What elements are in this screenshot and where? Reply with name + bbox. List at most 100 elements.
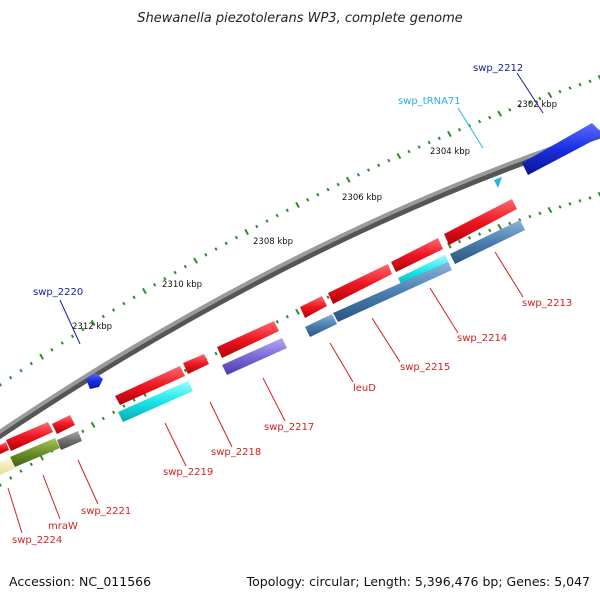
gene-label-swp-2219[interactable]: swp_2219 bbox=[163, 467, 213, 478]
outer-scale-tick bbox=[407, 149, 411, 154]
outer-scale-tick bbox=[306, 198, 310, 202]
inner-scale-tick bbox=[326, 295, 330, 299]
gene-label-swp-2213[interactable]: swp_2213 bbox=[522, 298, 572, 309]
outer-scale-tick bbox=[285, 208, 289, 213]
outer-scale-tick bbox=[70, 334, 75, 339]
genome-summary-text: Topology: circular; Length: 5,396,476 bp… bbox=[246, 574, 590, 589]
outer-scale-tick bbox=[234, 235, 239, 240]
outer-scale-tick bbox=[387, 158, 391, 163]
inner-scale-tick bbox=[538, 211, 542, 216]
feature-mraw-track[interactable] bbox=[10, 438, 60, 467]
outer-scale-tick bbox=[132, 295, 136, 300]
feature-swp-2214-fwd[interactable] bbox=[391, 238, 443, 272]
gene-label-swp-trna71[interactable]: swp_tRNA71 bbox=[398, 96, 461, 107]
feature-swp-2212[interactable] bbox=[522, 123, 600, 175]
outer-scale-tick bbox=[377, 163, 381, 168]
feature-swp-trna71[interactable] bbox=[494, 177, 502, 188]
feature-swp-2221-track[interactable] bbox=[57, 431, 82, 450]
outer-scale-tick bbox=[427, 140, 431, 145]
outer-scale-tick bbox=[163, 276, 167, 281]
gene-label-swp-2217[interactable]: swp_2217 bbox=[264, 422, 314, 433]
outer-scale-tick bbox=[508, 108, 512, 112]
outer-scale-tick bbox=[39, 353, 44, 360]
gene-label-swp-2215[interactable]: swp_2215 bbox=[400, 362, 450, 373]
feature-swp-2220[interactable] bbox=[86, 373, 103, 389]
inner-scale-tick bbox=[19, 469, 23, 473]
outer-scale-tick bbox=[558, 89, 562, 94]
inner-scale-tick bbox=[275, 320, 279, 324]
inner-scale-tick bbox=[447, 242, 452, 249]
outer-scale-tick bbox=[244, 228, 249, 236]
outer-scale-tick bbox=[417, 145, 421, 149]
feature-swp-2217-fwd[interactable] bbox=[217, 321, 279, 358]
feature-swp-2219-fwd[interactable] bbox=[115, 366, 185, 405]
inner-scale-tick bbox=[508, 221, 512, 226]
gene-label-swp-2221[interactable]: swp_2221 bbox=[81, 506, 131, 517]
outer-scale-tick bbox=[547, 91, 553, 99]
feature-leud-fwd[interactable] bbox=[300, 296, 327, 318]
outer-scale-tick bbox=[396, 152, 402, 160]
inner-scale-tick bbox=[547, 206, 553, 214]
feature-swp-2224-track[interactable] bbox=[0, 458, 15, 475]
feature-swp-2218-fwd[interactable] bbox=[183, 354, 209, 374]
feature-swp-2217-track[interactable] bbox=[222, 338, 287, 375]
inner-scale-tick bbox=[29, 462, 33, 467]
outer-scale-tick bbox=[9, 375, 13, 380]
feature-mraw-fwd[interactable] bbox=[6, 422, 53, 451]
map-title: Shewanella piezotolerans WP3, complete g… bbox=[137, 11, 463, 26]
feature-swp-2224-fwd[interactable] bbox=[0, 442, 9, 454]
inner-scale-tick bbox=[122, 404, 126, 408]
genome-backbone-shadow bbox=[0, 130, 600, 440]
gene-label-swp-2224[interactable]: swp_2224 bbox=[12, 535, 62, 546]
inner-scale-tick bbox=[111, 410, 116, 415]
outer-scale-tick bbox=[538, 96, 542, 101]
outer-scale-tick bbox=[90, 319, 96, 327]
outer-scale-tick bbox=[457, 128, 462, 132]
accession-text: Accession: NC_011566 bbox=[9, 574, 152, 589]
gene-label-mraw[interactable]: mraW bbox=[48, 521, 78, 532]
outer-scale-tick bbox=[597, 74, 600, 82]
outer-scale-tick bbox=[578, 82, 582, 87]
outer-scale-tick bbox=[568, 86, 572, 90]
gene-label-swp-2218[interactable]: swp_2218 bbox=[211, 447, 261, 458]
inner-scale-tick bbox=[0, 483, 2, 487]
feature-swp-2215-track[interactable] bbox=[333, 262, 452, 322]
inner-scale-tick bbox=[568, 202, 572, 206]
outer-scale-tick bbox=[497, 110, 503, 117]
outer-scale-tick bbox=[183, 264, 187, 269]
label-leader-lines bbox=[7, 72, 544, 534]
outer-scale-tick bbox=[518, 104, 522, 108]
outer-scale-tick bbox=[488, 115, 492, 120]
scale-label-2306: 2306 kbp bbox=[342, 193, 382, 203]
inner-scale-tick bbox=[488, 228, 492, 233]
outer-scale-tick bbox=[295, 201, 300, 209]
gene-label-swp-2212[interactable]: swp_2212 bbox=[473, 63, 523, 74]
inner-scale-tick bbox=[81, 429, 85, 434]
inner-scale-tick bbox=[467, 236, 472, 240]
scale-label-2304: 2304 kbp bbox=[430, 147, 470, 157]
gene-label-leud[interactable]: leuD bbox=[353, 383, 376, 394]
scale-label-2302: 2302 kbp bbox=[517, 100, 557, 110]
gene-label-swp-2214[interactable]: swp_2214 bbox=[457, 333, 507, 344]
feature-swp-2221-fwd[interactable] bbox=[52, 415, 75, 434]
feature-leud-track[interactable] bbox=[305, 314, 337, 337]
inner-scale-tick bbox=[588, 196, 592, 200]
scale-labels: 2302 kbp 2304 kbp 2306 kbp 2308 kbp 2310… bbox=[72, 100, 557, 332]
feature-swp-2219-track[interactable] bbox=[118, 381, 193, 422]
outer-scale-tick bbox=[437, 136, 441, 141]
inner-scale-tick bbox=[9, 476, 13, 480]
feature-swp-2213[interactable] bbox=[444, 199, 517, 245]
feature-swp-2213-track[interactable] bbox=[450, 220, 525, 264]
outer-scale-tick bbox=[345, 176, 351, 183]
outer-scale-tick bbox=[366, 168, 371, 172]
inner-scale-tick bbox=[183, 368, 187, 373]
outer-scale-tick bbox=[255, 224, 259, 229]
feature-swp-2215-fwd[interactable] bbox=[328, 264, 392, 304]
outer-scale-tick bbox=[204, 253, 208, 257]
gene-label-swp-2220[interactable]: swp_2220 bbox=[33, 287, 83, 298]
inner-scale-tick bbox=[132, 398, 136, 402]
outer-scale-tick bbox=[0, 383, 2, 387]
outer-scale-tick bbox=[193, 257, 198, 264]
inner-scale-ticks bbox=[0, 191, 600, 487]
